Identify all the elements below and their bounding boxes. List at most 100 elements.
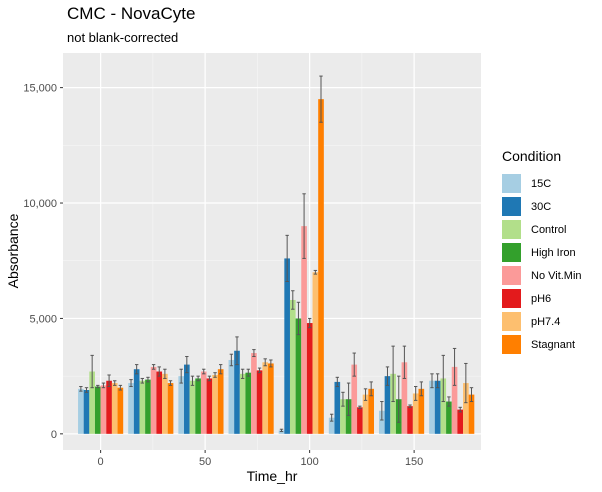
x-axis: 0 50 100 150	[98, 450, 423, 468]
x-tick-label: 0	[98, 456, 104, 468]
legend-key-swatch	[502, 266, 521, 285]
legend-label: High Iron	[531, 246, 576, 259]
legend-label: Control	[531, 223, 567, 236]
bar	[189, 380, 196, 434]
bar	[345, 399, 352, 434]
bar	[262, 362, 269, 434]
bar	[83, 389, 90, 434]
x-tick-label: 150	[405, 456, 423, 468]
legend-item: pH6	[502, 287, 582, 310]
bar	[368, 388, 374, 434]
bar	[401, 362, 408, 434]
bar	[312, 272, 319, 434]
bar	[150, 366, 157, 434]
legend-label: 15C	[531, 177, 552, 190]
y-tick-label: 15,000	[23, 83, 57, 95]
bar	[94, 386, 101, 434]
bar	[200, 371, 207, 434]
legend-items: 15C 30C Control High Iron No Vit.Min pH6 pH7.4…	[502, 172, 582, 356]
bar	[139, 380, 146, 434]
bar	[89, 371, 95, 434]
bar	[117, 387, 124, 434]
bar	[206, 378, 213, 434]
bar	[379, 410, 385, 434]
legend-key-swatch	[502, 243, 521, 262]
bar	[268, 363, 274, 434]
bar	[167, 383, 174, 434]
legend-key-swatch	[502, 335, 521, 354]
bar	[217, 369, 224, 434]
bars	[78, 99, 475, 434]
bar	[334, 381, 341, 434]
bar	[100, 385, 107, 434]
bar	[328, 417, 335, 434]
bar	[434, 380, 441, 434]
bar	[446, 401, 452, 434]
bar	[195, 378, 201, 434]
bar	[384, 376, 391, 434]
bar	[357, 407, 363, 434]
legend-label: 30C	[531, 200, 552, 213]
bar	[390, 373, 396, 434]
bar	[128, 383, 134, 434]
bar	[245, 372, 252, 434]
bar	[451, 366, 458, 434]
legend-key-swatch	[502, 174, 521, 193]
legend-item: 15C	[502, 172, 582, 195]
legend-label: pH6	[531, 292, 552, 305]
legend-key-swatch	[502, 197, 521, 216]
legend-label: pH7.4	[531, 315, 561, 328]
legend-key-swatch	[502, 220, 521, 239]
bar	[295, 318, 302, 434]
bar	[318, 99, 324, 434]
legend-key-swatch	[502, 312, 521, 331]
bar	[251, 353, 257, 434]
y-axis: 0 5,000 10,000 15,000	[23, 83, 63, 441]
bar	[440, 378, 447, 434]
legend-item: 30C	[502, 195, 582, 218]
bar	[111, 383, 118, 434]
chart-subtitle: not blank-corrected	[67, 30, 179, 45]
bar	[145, 379, 151, 434]
x-tick-label: 100	[300, 456, 318, 468]
legend-item: Stagnant	[502, 333, 582, 356]
bar	[429, 380, 435, 434]
y-tick-label: 5,000	[29, 313, 57, 325]
chart-title: CMC - NovaCyte	[67, 4, 196, 23]
bar	[301, 226, 307, 434]
bar	[162, 373, 168, 434]
bar	[78, 388, 84, 434]
bar	[463, 383, 469, 434]
bar	[234, 350, 240, 434]
legend-label: No Vit.Min	[531, 269, 582, 282]
error-bars	[79, 75, 474, 433]
bar	[256, 370, 263, 434]
bar	[278, 430, 285, 434]
bar	[156, 371, 163, 434]
legend-item: pH7.4	[502, 310, 582, 333]
bar	[412, 393, 419, 434]
legend: Condition 15C 30C Control High Iron No Vit.M…	[502, 148, 582, 356]
legend-item: Control	[502, 218, 582, 241]
bar	[184, 364, 190, 434]
bar	[106, 380, 112, 434]
y-axis-title: Absorbance	[5, 213, 21, 288]
y-tick-label: 10,000	[23, 198, 57, 210]
legend-title: Condition	[502, 148, 562, 164]
legend-key-swatch	[502, 289, 521, 308]
legend-item: High Iron	[502, 241, 582, 264]
bar	[362, 394, 369, 434]
bar	[407, 406, 413, 434]
bar	[351, 364, 358, 434]
bar	[289, 299, 296, 434]
bar	[457, 409, 464, 434]
bar	[340, 399, 346, 434]
bar	[178, 376, 185, 434]
bar	[418, 388, 425, 434]
bar	[306, 323, 313, 434]
legend-item: No Vit.Min	[502, 264, 582, 287]
x-axis-title: Time_hr	[247, 468, 298, 484]
bar	[239, 373, 246, 434]
bar	[228, 359, 235, 434]
